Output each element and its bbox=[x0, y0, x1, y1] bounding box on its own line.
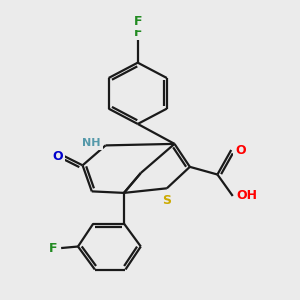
Text: O: O bbox=[235, 143, 245, 157]
Text: NH: NH bbox=[82, 138, 101, 148]
Text: O: O bbox=[52, 150, 63, 163]
Text: S: S bbox=[162, 194, 171, 207]
Text: F: F bbox=[134, 15, 142, 28]
Text: OH: OH bbox=[236, 190, 257, 202]
Text: F: F bbox=[49, 242, 58, 255]
Text: F: F bbox=[134, 26, 142, 38]
